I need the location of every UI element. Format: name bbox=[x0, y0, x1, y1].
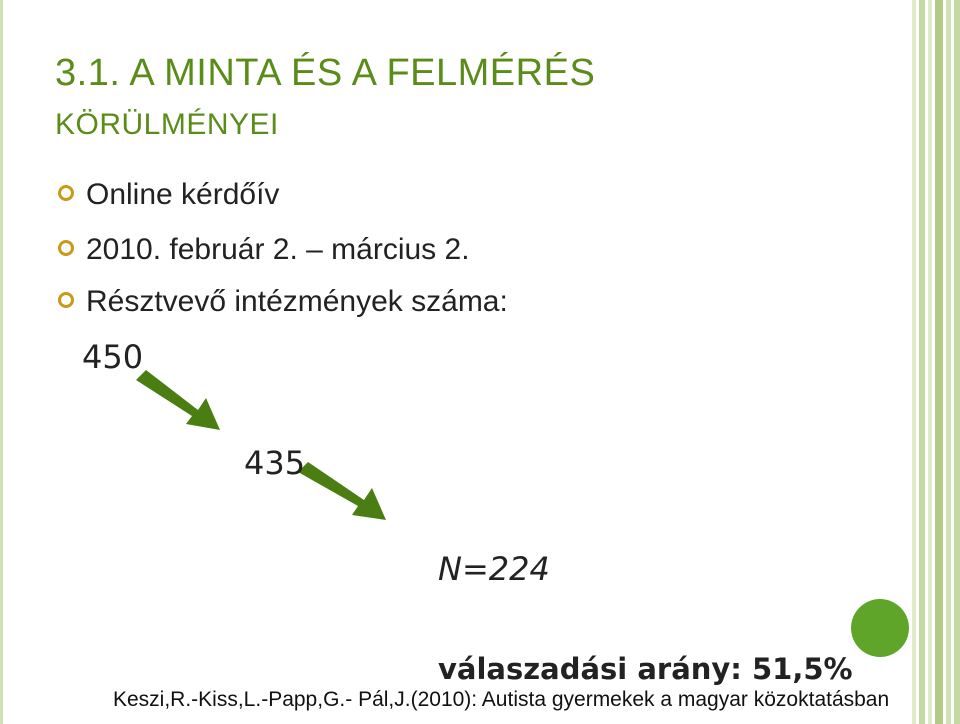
bullet: Résztvevő intézmények száma: bbox=[58, 285, 508, 319]
left-stripe bbox=[0, 0, 3, 724]
arrow bbox=[298, 462, 386, 520]
step-value: N=224 bbox=[438, 550, 550, 588]
right-stripe bbox=[928, 0, 932, 724]
bullet: Online kérdőív bbox=[58, 178, 279, 212]
footer: Keszi,R.-Kiss,L.-Papp,G.- Pál,J.(2010): … bbox=[113, 688, 890, 711]
right-stripe bbox=[946, 0, 951, 724]
response-rate: válaszadási arány: 51,5% bbox=[438, 652, 853, 686]
title: 3.1. A MINTA ÉS A FELMÉRÉS bbox=[55, 52, 596, 94]
title: KÖRÜLMÉNYEI bbox=[55, 108, 279, 141]
right-stripe bbox=[954, 0, 960, 724]
step-value: 435 bbox=[244, 444, 306, 482]
right-stripe bbox=[919, 0, 925, 724]
bullet: 2010. február 2. – március 2. bbox=[58, 233, 470, 267]
green-dot bbox=[851, 599, 909, 657]
step-value: 450 bbox=[82, 338, 144, 376]
right-stripe bbox=[935, 0, 943, 724]
right-stripe bbox=[912, 0, 916, 724]
arrow bbox=[136, 370, 220, 430]
